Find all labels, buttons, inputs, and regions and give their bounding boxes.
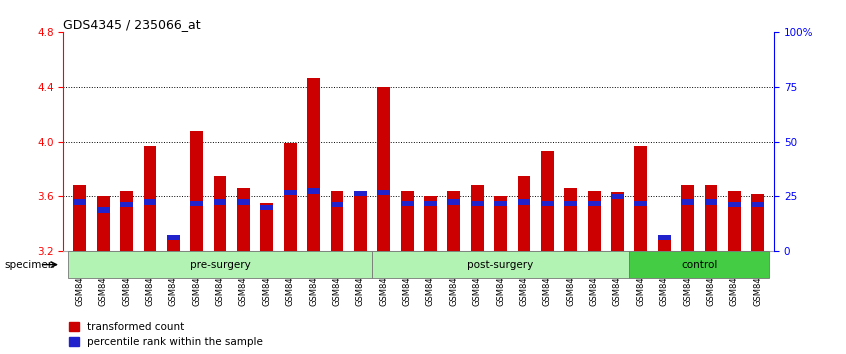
Text: post-surgery: post-surgery xyxy=(468,259,534,270)
Bar xyxy=(448,191,460,251)
Legend: transformed count, percentile rank within the sample: transformed count, percentile rank withi… xyxy=(69,322,263,347)
Bar xyxy=(611,192,624,251)
Text: GDS4345 / 235066_at: GDS4345 / 235066_at xyxy=(63,18,201,31)
Bar xyxy=(167,235,179,240)
Bar xyxy=(424,201,437,206)
Bar xyxy=(518,176,530,251)
Bar xyxy=(307,188,320,194)
Bar xyxy=(377,87,390,251)
Bar xyxy=(728,191,741,251)
Bar xyxy=(424,196,437,251)
Bar xyxy=(120,202,133,207)
Bar xyxy=(237,188,250,251)
Bar xyxy=(705,185,717,251)
Bar xyxy=(144,199,157,205)
Bar xyxy=(518,199,530,205)
Bar xyxy=(681,185,694,251)
Bar xyxy=(307,79,320,251)
Bar xyxy=(494,201,507,206)
Bar xyxy=(470,185,484,251)
Bar xyxy=(401,191,414,251)
Bar xyxy=(372,251,629,278)
Bar xyxy=(541,151,554,251)
Bar xyxy=(283,190,297,195)
Bar xyxy=(634,146,647,251)
Bar xyxy=(658,235,671,240)
Bar xyxy=(588,201,601,206)
Bar xyxy=(120,191,133,251)
Bar xyxy=(283,143,297,251)
Bar xyxy=(629,251,769,278)
Bar xyxy=(167,235,179,251)
Bar xyxy=(611,194,624,199)
Bar xyxy=(261,203,273,251)
Bar xyxy=(401,201,414,206)
Bar xyxy=(588,191,601,251)
Bar xyxy=(96,196,110,251)
Bar xyxy=(448,199,460,205)
Bar xyxy=(354,191,367,196)
Bar xyxy=(96,207,110,213)
Bar xyxy=(331,191,343,251)
Bar xyxy=(564,188,577,251)
Bar xyxy=(331,202,343,207)
Bar xyxy=(634,201,647,206)
Bar xyxy=(144,146,157,251)
Bar xyxy=(751,202,764,207)
Bar xyxy=(494,196,507,251)
Bar xyxy=(261,205,273,210)
Bar xyxy=(705,199,717,205)
Bar xyxy=(751,194,764,251)
Bar xyxy=(541,201,554,206)
Bar xyxy=(190,131,203,251)
Bar xyxy=(728,202,741,207)
Bar xyxy=(354,191,367,251)
Bar xyxy=(377,190,390,195)
Bar xyxy=(74,185,86,251)
Bar xyxy=(564,201,577,206)
Bar xyxy=(214,199,227,205)
Text: specimen: specimen xyxy=(4,259,55,270)
Bar xyxy=(74,199,86,205)
Bar xyxy=(681,199,694,205)
Bar xyxy=(214,176,227,251)
Bar xyxy=(237,199,250,205)
Bar xyxy=(658,235,671,251)
Text: pre-surgery: pre-surgery xyxy=(190,259,250,270)
Text: control: control xyxy=(681,259,717,270)
Bar xyxy=(190,201,203,206)
Bar xyxy=(470,201,484,206)
Bar xyxy=(69,251,372,278)
